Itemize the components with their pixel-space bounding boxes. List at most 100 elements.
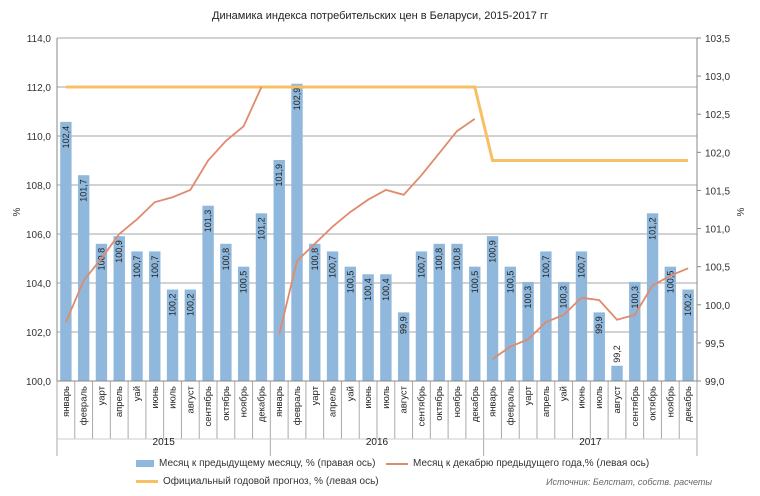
cumulative-line	[65, 86, 263, 323]
y-tick-right: 103,5	[705, 34, 730, 45]
x-month-label: январь	[488, 386, 499, 417]
x-month-label: февраль	[292, 386, 303, 425]
y-axis-left-label: %	[12, 207, 23, 216]
bar-label: 101,2	[648, 217, 658, 240]
bar-label: 100,4	[381, 278, 391, 301]
y-tick-right: 102,0	[705, 148, 730, 159]
x-month-label: август	[612, 385, 623, 413]
x-month-label: уарт	[96, 385, 107, 405]
x-month-label: уай	[132, 386, 143, 401]
bar	[166, 289, 179, 381]
x-year-label: 2016	[366, 437, 389, 448]
x-month-label: уарт	[523, 385, 534, 405]
bar-label: 102,4	[61, 126, 71, 149]
bar	[433, 243, 445, 381]
y-tick-left: 106,0	[26, 230, 51, 241]
bar-label: 101,7	[79, 179, 89, 202]
x-month-label: февраль	[79, 386, 90, 425]
bar-label: 100,8	[434, 248, 444, 271]
bar-label: 100,7	[328, 255, 338, 278]
bar-label: 100,7	[132, 255, 142, 278]
x-month-label: декабрь	[683, 386, 694, 422]
y-tick-right: 99,5	[705, 339, 725, 350]
bar-label: 101,3	[203, 210, 213, 233]
x-month-label: сентябрь	[630, 386, 641, 426]
legend-line-cumulative: Месяц к декабрю предыдущего года,% (лева…	[386, 458, 649, 469]
cumulative-line	[492, 267, 689, 360]
x-month-label: январь	[274, 386, 285, 417]
bar	[77, 175, 90, 381]
bar	[362, 274, 374, 381]
bar	[415, 251, 428, 381]
x-month-label: апрель	[328, 386, 339, 417]
y-tick-left: 112,0	[27, 83, 52, 94]
legend-line-swatch	[386, 462, 408, 465]
bar-label: 100,8	[310, 248, 320, 271]
bar-label: 100,2	[683, 294, 693, 317]
x-month-label: уай	[559, 386, 570, 401]
bar	[380, 274, 392, 381]
legend-bar: Месяц к предыдущему месяцу, % (правая ос…	[136, 458, 375, 469]
x-month-label: июль	[381, 386, 392, 409]
y-tick-right: 101,0	[705, 225, 730, 236]
x-month-label: уай	[345, 386, 356, 401]
x-month-label: июль	[168, 386, 179, 409]
legend-bar-label: Месяц к предыдущему месяцу, % (правая ос…	[159, 458, 376, 469]
bar-label: 100,7	[150, 255, 160, 278]
bar-label: 100,7	[541, 255, 551, 278]
bar	[131, 251, 143, 381]
bar	[326, 251, 339, 381]
y-tick-right: 102,5	[705, 110, 730, 121]
bar-label: 100,5	[239, 271, 249, 294]
bar	[646, 213, 659, 381]
bar-label: 101,9	[274, 164, 284, 187]
x-month-label: июнь	[576, 386, 587, 409]
y-tick-right: 100,0	[705, 301, 730, 312]
bar	[540, 251, 552, 381]
y-tick-left: 110,0	[27, 132, 52, 143]
bar	[451, 243, 463, 381]
bar	[593, 312, 605, 381]
bar	[664, 266, 677, 381]
bar-label: 100,5	[345, 271, 355, 294]
x-month-label: декабрь	[256, 386, 267, 422]
x-month-label: октябрь	[221, 386, 232, 421]
y-tick-left: 100,0	[26, 377, 51, 388]
bar	[237, 266, 250, 381]
bar	[309, 243, 321, 381]
forecast-line	[65, 85, 689, 162]
bar	[95, 243, 108, 381]
legend-forecast: Официальный годовой прогноз, % (левая ос…	[136, 476, 379, 487]
y-tick-right: 103,0	[705, 72, 730, 83]
x-month-label: апрель	[541, 386, 552, 417]
bar-label: 100,5	[665, 271, 675, 294]
bar	[202, 205, 214, 381]
y-tick-left: 104,0	[26, 279, 51, 290]
x-month-label: сентябрь	[416, 386, 427, 426]
bar	[629, 281, 641, 381]
y-tick-left: 108,0	[26, 181, 51, 192]
bar	[557, 281, 570, 381]
y-tick-right: 99,0	[705, 377, 725, 388]
bar-label: 102,9	[292, 88, 302, 111]
bar	[522, 281, 534, 381]
y-axis-right-label: %	[736, 207, 747, 216]
bar	[397, 312, 410, 381]
x-month-label: июнь	[363, 386, 374, 409]
x-year-label: 2015	[153, 437, 176, 448]
legend-bar-swatch	[136, 460, 154, 467]
bar-label: 100,3	[523, 286, 533, 309]
bar-label: 100,7	[576, 255, 586, 278]
bar	[255, 213, 268, 381]
bar-label: 101,2	[256, 217, 266, 240]
bar	[273, 159, 285, 381]
bar-label: 99,9	[594, 316, 604, 334]
bar	[149, 251, 161, 381]
bar	[469, 266, 481, 381]
y-tick-left: 102,0	[26, 328, 51, 339]
bar-label: 100,4	[363, 278, 373, 301]
y-tick-left: 114,0	[27, 34, 52, 45]
bar	[504, 266, 517, 381]
bar-label: 99,9	[399, 316, 409, 334]
